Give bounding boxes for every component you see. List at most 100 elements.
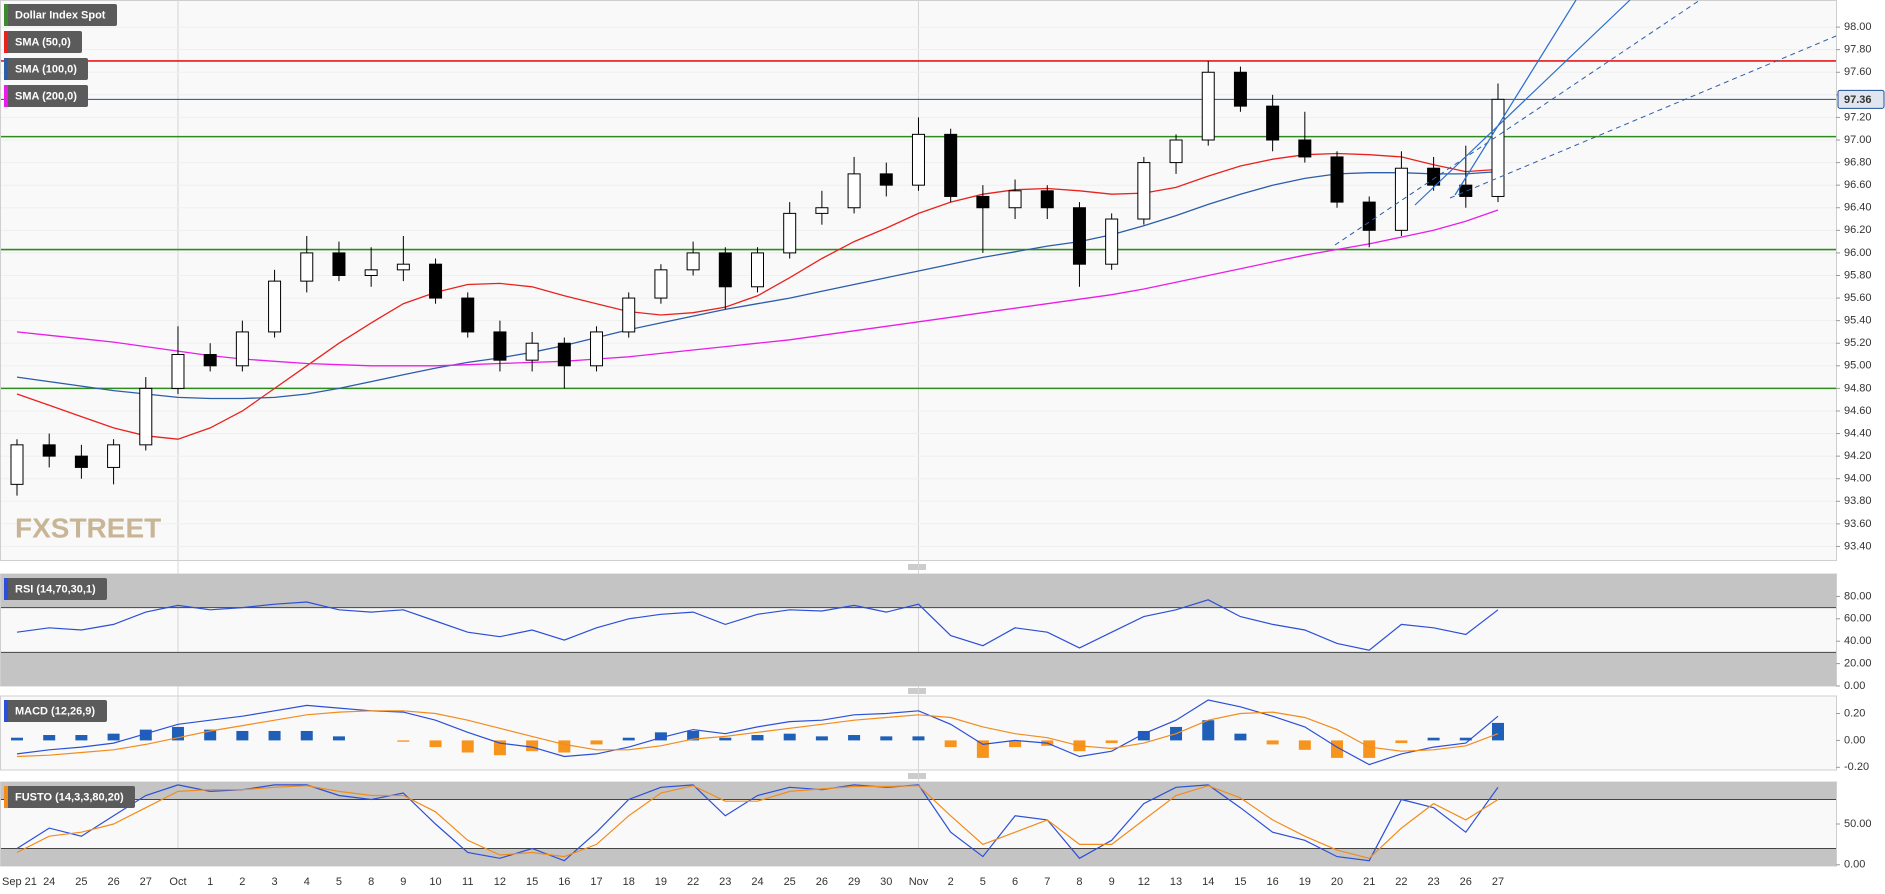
legend-swatch [4,85,8,107]
legend-label: SMA (50,0) [15,36,71,48]
candle-body [879,173,893,186]
y-tick-label: 97.00 [1844,134,1872,146]
x-tick-label: 20 [1331,876,1343,888]
legend-swatch [4,700,8,722]
histogram-bar [332,736,345,741]
y-tick-label: 98.00 [1844,21,1872,33]
y-tick-label: 60.00 [1844,613,1872,625]
y-tick-label: 96.00 [1844,247,1872,259]
y-tick-label: 96.60 [1844,179,1872,191]
y-tick-label: 95.20 [1844,337,1872,349]
histogram-bar [461,740,474,753]
candle-body [429,263,443,299]
candle-body [557,342,571,367]
histogram-bar [75,735,88,741]
x-tick-label: 2 [239,876,245,888]
histogram-bar [1266,740,1279,745]
candle-body [1394,167,1408,231]
x-tick-label: 11 [462,876,473,888]
histogram-bar [1492,722,1504,741]
x-tick-label: Sep 21 [2,876,37,888]
histogram-bar [976,740,989,758]
sma-line [16,209,1499,367]
indicator-line [16,699,1499,766]
candle-body [1298,139,1312,158]
histogram-bar [687,730,700,741]
candle-body [493,331,507,361]
y-tick-label: 0.00 [1844,734,1865,746]
y-tick-label: 95.40 [1844,315,1872,327]
y-tick-label: 50.00 [1844,818,1872,830]
histogram-bar [1298,740,1311,750]
histogram-bar [848,735,861,741]
histogram-bar [1427,737,1440,741]
histogram-bar [1105,740,1118,744]
candle-body [300,252,314,282]
histogram-bar [944,740,957,748]
indicator-line [16,784,1499,862]
histogram-bar [783,733,796,741]
x-tick-label: 1 [207,876,213,888]
x-tick-label: 5 [336,876,342,888]
legend-label: MACD (12,26,9) [15,705,95,717]
x-tick-label: 9 [400,876,406,888]
legend-swatch [4,578,8,600]
y-tick-label: 95.00 [1844,360,1872,372]
indicator-line [16,785,1499,859]
y-tick-label: 96.20 [1844,224,1872,236]
histogram-bar [1234,733,1247,741]
x-tick-label: 29 [848,876,860,888]
x-tick-label: 15 [526,876,538,888]
y-tick-label: 93.60 [1844,518,1872,530]
x-tick-label: 5 [980,876,986,888]
trend-line [1449,35,1837,199]
indicator-line [16,599,1499,651]
x-tick-label: 7 [1044,876,1050,888]
candle-body [654,269,668,299]
y-tick-label: 96.40 [1844,202,1872,214]
candle-body [139,387,153,446]
candle-body [203,354,217,367]
x-tick-label: 25 [784,876,796,888]
histogram-bar [719,737,732,741]
histogram-bar [1202,720,1215,741]
band-upper [1,574,1836,608]
candle-body [1266,105,1280,141]
x-tick-label: 10 [429,876,441,888]
candle-body [1137,162,1151,220]
candle-body [944,133,958,197]
histogram-bar [429,740,442,748]
histogram-bar [493,740,506,756]
histogram-bar [300,730,313,741]
x-tick-label: 22 [687,876,699,888]
histogram-bar [11,737,23,741]
band-upper [1,782,1836,800]
y-tick-label: 97.20 [1844,111,1872,123]
legend-label: Dollar Index Spot [15,9,106,21]
histogram-bar [622,737,635,741]
x-tick-label: Oct [169,876,186,888]
last-price-label: 97.36 [1844,94,1872,106]
y-tick-label: 95.80 [1844,269,1872,281]
x-tick-label: Nov [909,876,929,888]
candle-body [751,252,764,288]
candle-body [815,207,829,214]
legend-box [4,58,88,80]
candle-body [976,195,990,209]
last-price-box [1837,89,1885,109]
x-tick-label: 9 [1109,876,1115,888]
x-tick-label: 23 [719,876,731,888]
y-tick-label: -0.20 [1844,761,1869,773]
candle-body [1008,190,1022,209]
y-tick-label: 94.40 [1844,427,1872,439]
x-tick-label: 12 [494,876,506,888]
x-tick-label: 13 [1170,876,1182,888]
candle-body [686,252,700,271]
histogram-bar [558,740,571,753]
y-tick-label: 0.00 [1844,859,1865,871]
candle-body [74,455,88,468]
x-tick-label: 26 [1460,876,1472,888]
y-tick-label: 0.00 [1844,680,1865,692]
y-tick-label: 80.00 [1844,590,1872,602]
